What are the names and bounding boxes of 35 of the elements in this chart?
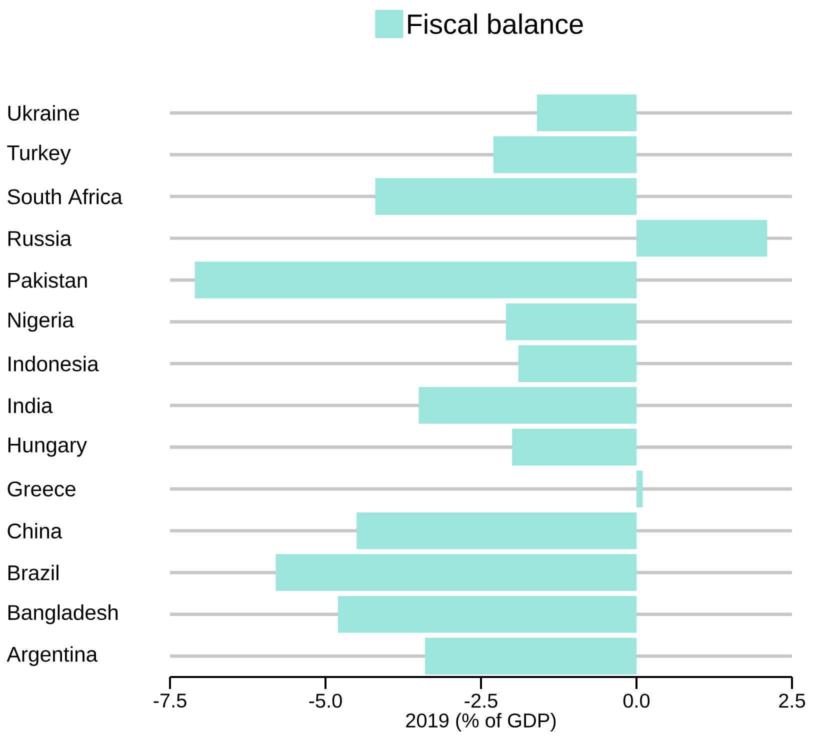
y-tick-label: Turkey <box>7 144 71 165</box>
bar <box>518 345 637 382</box>
bar <box>506 303 637 340</box>
bar <box>356 512 637 550</box>
x-tick-label: -7.5 <box>154 694 186 708</box>
y-tick-label: Bangladesh <box>8 604 118 624</box>
y-tick-label: Ukraine <box>8 105 79 121</box>
y-tick-label: Hungary <box>8 438 87 457</box>
x-tick-label: -2.5 <box>464 694 498 708</box>
bar <box>276 554 637 591</box>
bar <box>194 262 637 298</box>
bar <box>493 136 637 174</box>
bar <box>425 638 637 674</box>
x-tick-label: 0.0 <box>623 694 650 708</box>
y-tick-label: Indonesia <box>8 356 99 372</box>
bar <box>418 387 637 424</box>
legend-label: Fiscal balance <box>408 14 583 34</box>
y-tick-label: Russia <box>8 230 72 246</box>
y-tick-label: Brazil <box>8 564 58 580</box>
bar <box>512 428 637 466</box>
y-tick-label: China <box>8 522 62 539</box>
y-tick-label: Nigeria <box>8 312 74 332</box>
x-tick-label: 2.5 <box>779 694 806 708</box>
y-tick-label: South Africa <box>8 188 122 204</box>
y-tick-label: Pakistan <box>8 272 87 288</box>
bar <box>536 94 637 132</box>
x-axis-title: 2019 (% of GDP) <box>406 712 556 732</box>
bar <box>636 470 643 508</box>
bar <box>338 596 637 633</box>
x-tick-label: -5.0 <box>309 694 342 708</box>
bar <box>375 178 637 215</box>
bar <box>636 220 768 257</box>
y-tick-label: India <box>8 398 53 414</box>
y-tick-label: Argentina <box>6 646 98 666</box>
y-tick-label: Greece <box>8 481 76 496</box>
